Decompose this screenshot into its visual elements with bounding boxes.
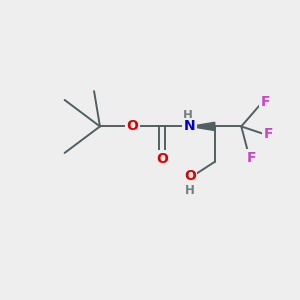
Text: H: H [183,109,193,122]
Text: O: O [126,119,138,134]
Text: H: H [185,184,195,197]
Polygon shape [190,122,215,130]
Text: O: O [184,169,196,184]
Text: N: N [184,119,196,134]
Text: F: F [264,127,273,141]
Text: O: O [156,152,168,166]
Text: F: F [247,151,256,165]
Text: F: F [261,95,271,109]
